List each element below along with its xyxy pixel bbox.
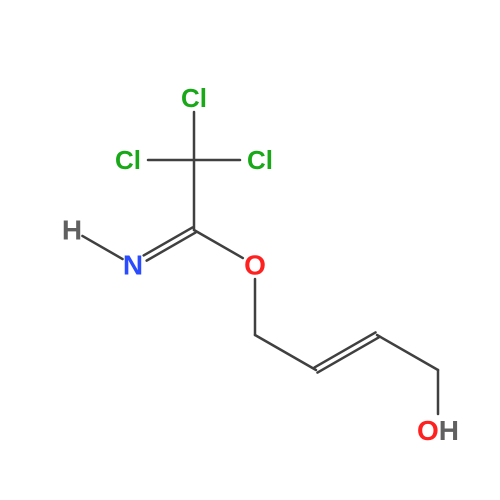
chemical-structure: N H Cl Cl Cl O OH — [0, 0, 500, 500]
svg-text:Cl: Cl — [247, 145, 273, 175]
svg-text:Cl: Cl — [181, 83, 207, 113]
svg-text:Cl: Cl — [115, 145, 141, 175]
svg-text:O: O — [244, 250, 266, 281]
svg-text:N: N — [123, 250, 143, 281]
svg-text:OH: OH — [417, 415, 459, 446]
svg-text:H: H — [62, 215, 82, 246]
